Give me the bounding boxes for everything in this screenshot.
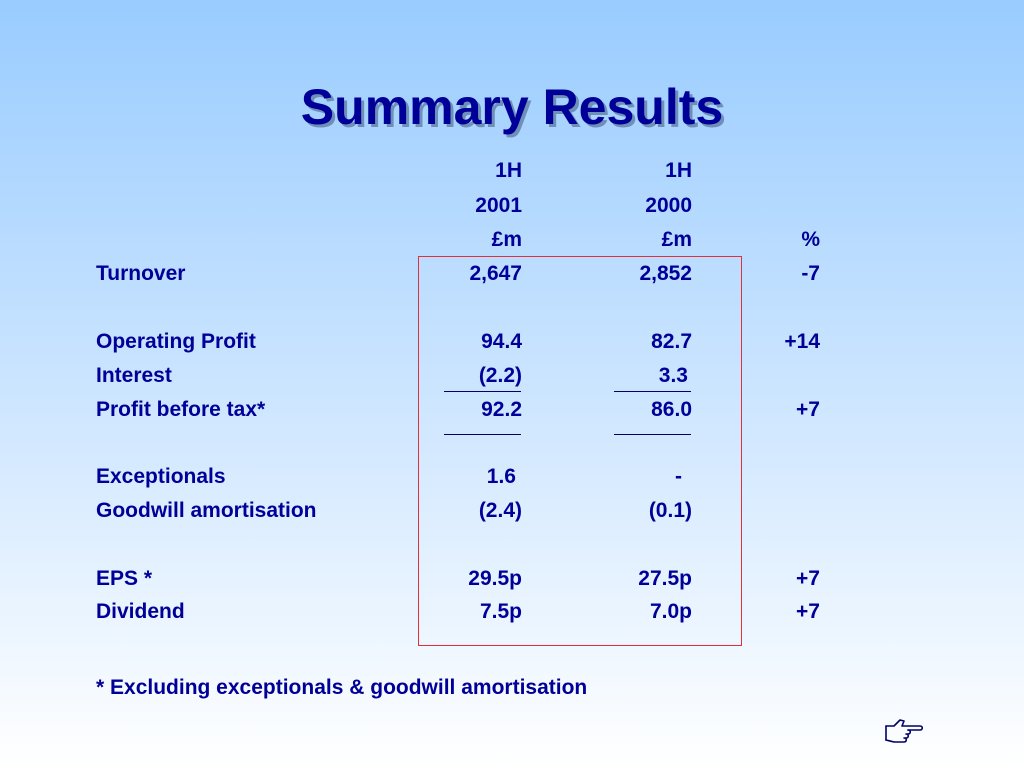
row-label-turnover: Turnover [96,262,186,285]
col-header-unit-2001: £m [491,228,522,251]
slide-title: Summary Results [300,79,724,135]
pct-turnover: -7 [801,262,820,285]
col-header-period-2001: 1H [495,159,522,182]
value-dividend-2000: 7.0p [649,600,692,623]
row-label-interest: Interest [96,364,172,387]
col-header-year-2000: 2000 [645,194,692,217]
value-exceptionals-2001: 1.6 [486,465,516,488]
figures-highlight-box [418,256,742,646]
value-operating-profit-2001: 94.4 [481,330,522,353]
subtotal-rule-2001 [444,391,521,392]
col-header-unit-pct: % [801,228,820,251]
value-goodwill-amortisation-2001: (2.4) [478,499,522,522]
value-turnover-2000: 2,852 [639,262,692,285]
value-eps-2001: 29.5p [468,567,522,590]
row-label-exceptionals: Exceptionals [96,465,226,488]
value-interest-2001: (2.2) [478,364,522,387]
col-header-year-2001: 2001 [475,194,522,217]
pct-profit-before-tax: +7 [796,398,820,421]
value-profit-before-tax-2000: 86.0 [651,398,692,421]
subtotal-rule-2000 [614,391,691,392]
value-operating-profit-2000: 82.7 [651,330,692,353]
row-label-dividend: Dividend [96,600,185,623]
row-label-goodwill-amortisation: Goodwill amortisation [96,499,317,522]
value-exceptionals-2000: - [675,465,682,488]
total-rule-2001 [444,434,521,435]
col-header-period-2000: 1H [665,159,692,182]
total-rule-2000 [614,434,691,435]
value-dividend-2001: 7.5p [479,600,522,623]
pointing-hand-icon[interactable] [884,714,924,748]
value-eps-2000: 27.5p [638,567,692,590]
col-header-unit-2000: £m [661,228,692,251]
footnote: * Excluding exceptionals & goodwill amor… [96,676,588,699]
value-turnover-2001: 2,647 [469,262,522,285]
pct-operating-profit: +14 [784,330,820,353]
row-label-operating-profit: Operating Profit [96,330,256,353]
value-interest-2000: 3.3 [658,364,688,387]
row-label-profit-before-tax: Profit before tax* [96,398,266,421]
value-goodwill-amortisation-2000: (0.1) [648,499,692,522]
row-label-eps: EPS * [96,567,153,590]
pct-dividend: +7 [796,600,820,623]
value-profit-before-tax-2001: 92.2 [481,398,522,421]
pct-eps: +7 [796,567,820,590]
